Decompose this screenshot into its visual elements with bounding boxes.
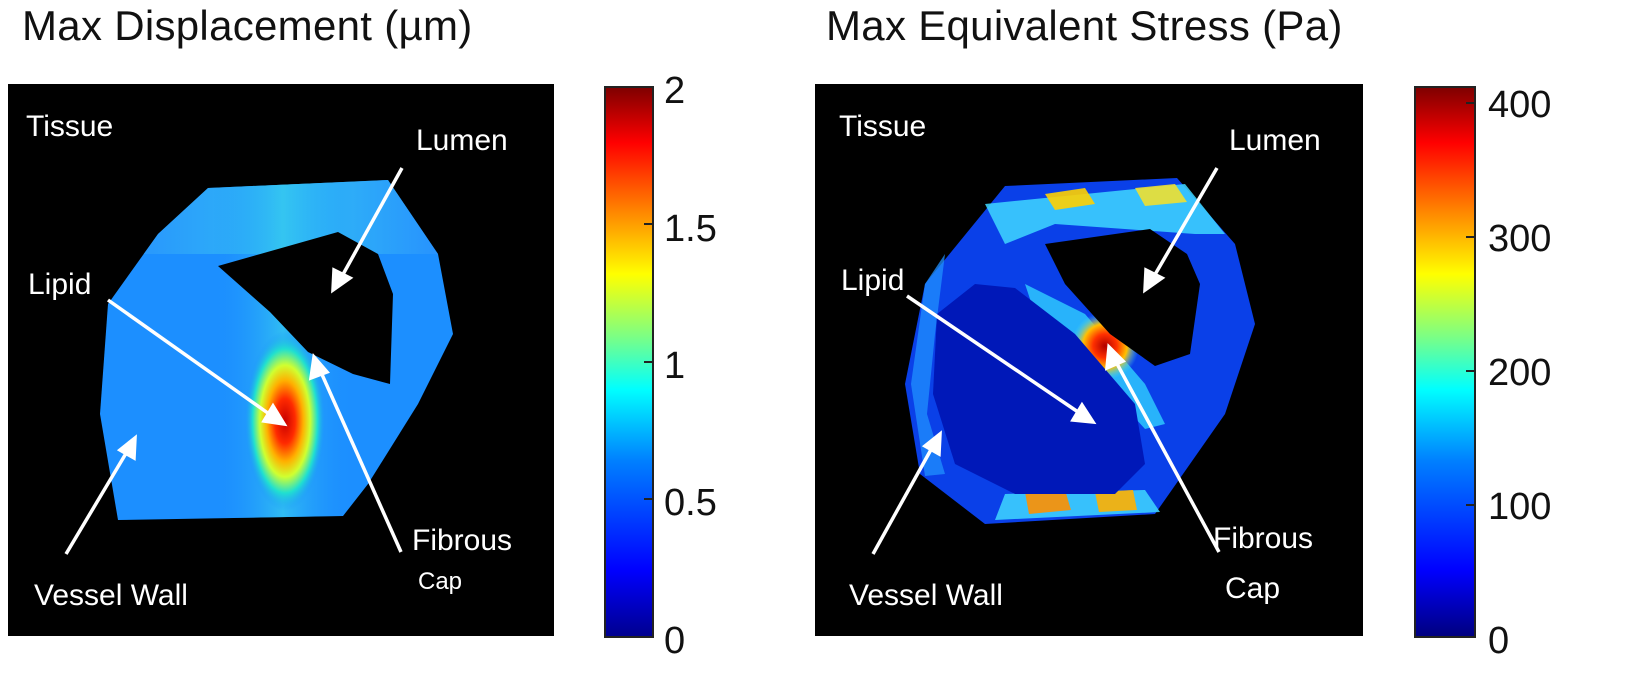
annotation-arrows: [871, 167, 1221, 555]
colorbar-tick-label: 1: [664, 345, 686, 387]
label-lumen: Lumen: [1229, 124, 1321, 157]
label-fibrous: Fibrous: [412, 524, 513, 557]
lipid-region: [933, 284, 1145, 494]
panel-title: Max Equivalent Stress (Pa): [826, 2, 1343, 49]
colorbar-tick-label: 300: [1488, 218, 1552, 260]
label-tissue: Tissue: [839, 110, 927, 143]
lumen-region: [218, 232, 393, 384]
colorbar-tick-label: 0: [664, 620, 686, 662]
label-lipid: Lipid: [28, 268, 92, 301]
colorbar-tick-label: 200: [1488, 352, 1552, 394]
label-vessel-wall: Vessel Wall: [34, 579, 188, 612]
colorbar-tick-label: 100: [1488, 486, 1552, 528]
label-cap: Cap: [418, 568, 463, 595]
label-lipid: Lipid: [841, 264, 905, 297]
vessel-wall-region: [100, 180, 453, 520]
stress-map: Tissue Lumen Lipid Fibrous Cap Vessel Wa…: [815, 84, 1363, 636]
label-vessel-wall: Vessel Wall: [849, 579, 1003, 612]
annotation-arrows: [64, 167, 404, 555]
label-cap: Cap: [1225, 572, 1281, 605]
colorbar-tick-label: 0.5: [664, 482, 717, 524]
colorbar-tick-label: 0: [1488, 620, 1510, 662]
label-lumen: Lumen: [416, 124, 508, 157]
colorbar-stress: [1414, 86, 1476, 638]
colorbar-tick-label: 2: [664, 70, 686, 112]
label-fibrous: Fibrous: [1213, 522, 1314, 555]
colorbar-tick-label: 400: [1488, 84, 1552, 126]
label-tissue: Tissue: [26, 110, 114, 143]
panel-title: Max Displacement (µm): [22, 2, 473, 49]
displacement-map: Tissue Lumen Lipid Fibrous Cap Vessel Wa…: [8, 84, 554, 636]
colorbar-tick-label: 1.5: [664, 208, 717, 250]
